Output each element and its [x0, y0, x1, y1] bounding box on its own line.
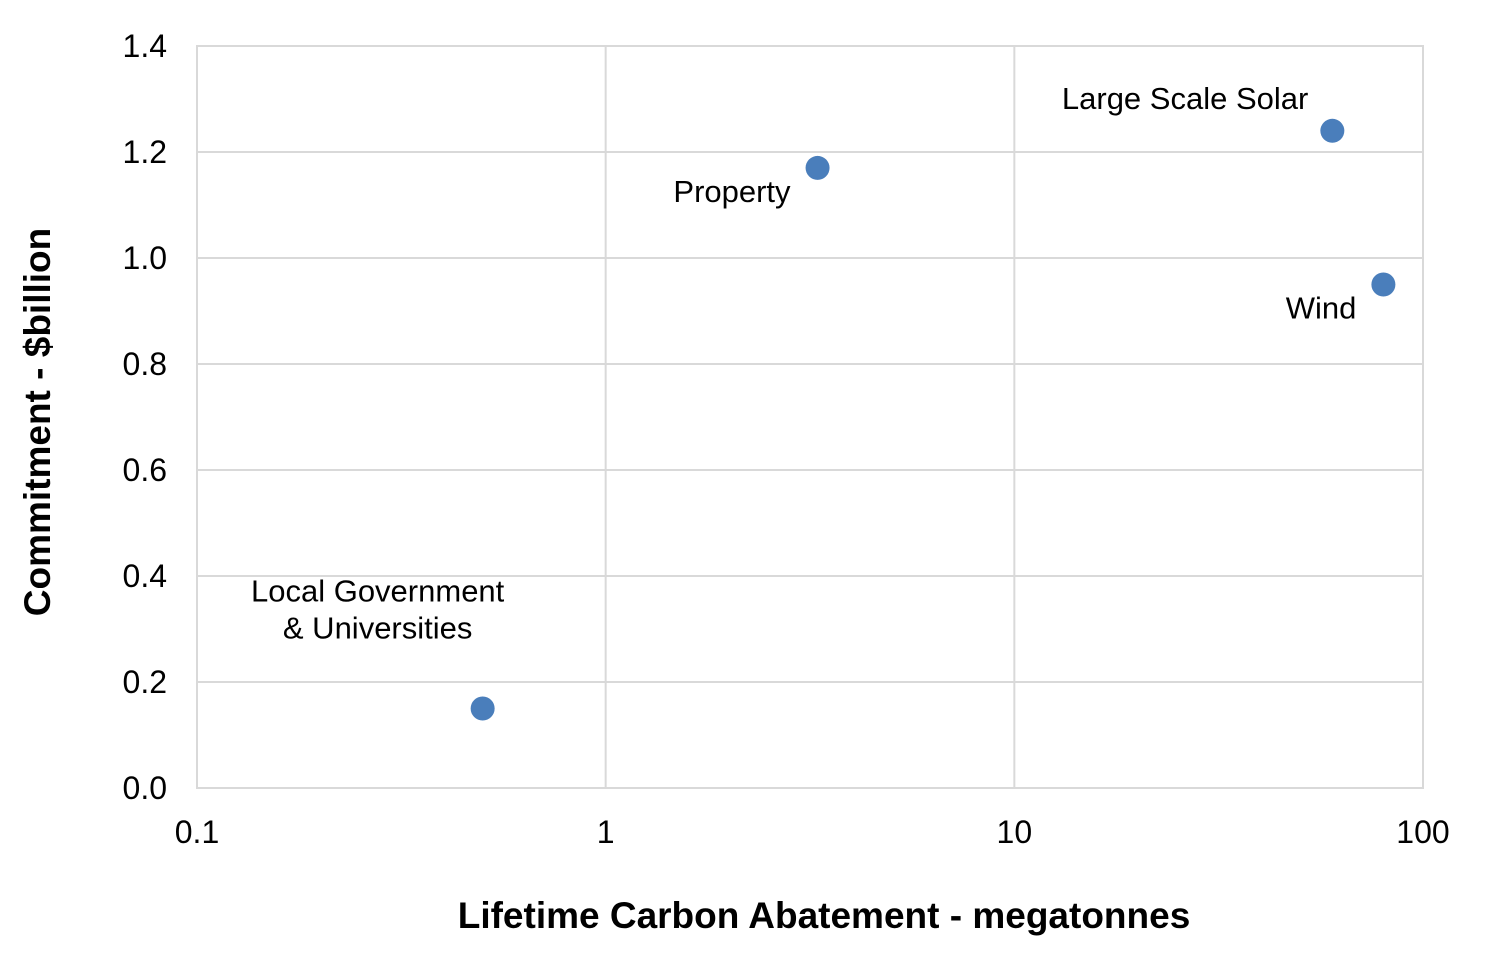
y-axis-title: Commitment - $billion: [17, 228, 58, 617]
tick-labels: 0.0 0.2 0.4 0.6 0.8 1.0 1.2 1.4 0.1 1 10 100: [123, 28, 1450, 850]
data-point: [1371, 272, 1396, 297]
data-points: [470, 118, 1396, 721]
x-axis-title: Lifetime Carbon Abatement - megatonnes: [458, 895, 1191, 936]
x-tick-label: 10: [997, 814, 1033, 850]
data-label: Large Scale Solar: [1062, 81, 1308, 116]
x-tick-label: 100: [1396, 814, 1449, 850]
data-label: & Universities: [283, 611, 473, 646]
data-point: [470, 696, 495, 721]
data-label: Local Government: [251, 574, 505, 609]
x-tick-label: 0.1: [175, 814, 219, 850]
y-tick-label: 0.6: [123, 452, 167, 488]
y-tick-label: 1.4: [123, 28, 167, 64]
data-label: Property: [673, 174, 791, 209]
gridlines: [196, 45, 1424, 789]
data-point: [805, 155, 830, 180]
x-tick-label: 1: [597, 814, 615, 850]
y-tick-label: 0.0: [123, 770, 167, 806]
y-tick-label: 1.0: [123, 240, 167, 276]
y-tick-label: 0.4: [123, 558, 167, 594]
plot-area-border: [196, 45, 1424, 789]
data-point: [1320, 118, 1345, 143]
y-tick-label: 0.8: [123, 346, 167, 382]
y-tick-label: 1.2: [123, 134, 167, 170]
data-label: Wind: [1286, 291, 1357, 326]
point-labels: Local Government& Universities Property La…: [251, 81, 1356, 646]
y-tick-label: 0.2: [123, 664, 167, 700]
